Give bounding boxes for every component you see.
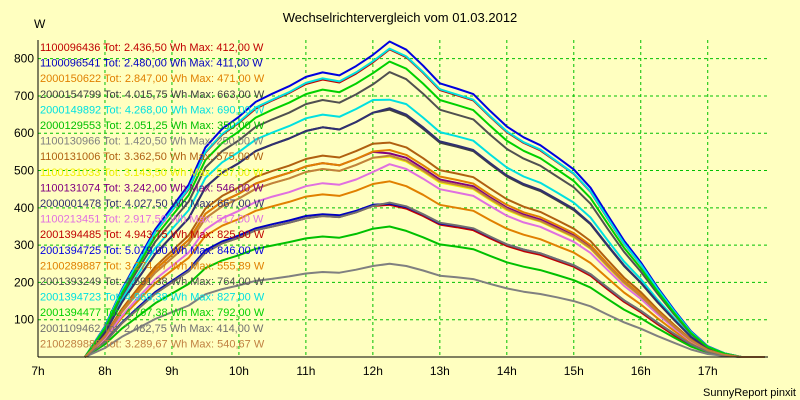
x-tick-label: 13h bbox=[430, 364, 450, 378]
y-tick-label: 200 bbox=[14, 275, 34, 289]
grid bbox=[37, 40, 768, 357]
series-line-12 bbox=[84, 163, 765, 358]
y-tick-label: 300 bbox=[14, 238, 34, 252]
legend-entry: 2001109462 Tot: 2.482,75 Wh Max: 414,00 … bbox=[40, 323, 264, 335]
y-tick-label: 800 bbox=[14, 52, 34, 66]
series-line-3 bbox=[84, 180, 765, 358]
y-axis-label: W bbox=[34, 17, 46, 31]
credit-label: SunnyReport pinxit bbox=[703, 387, 796, 399]
chart-title: Wechselrichtervergleich vom 01.03.2012 bbox=[283, 10, 518, 25]
legend-entry: 2000154799 Tot: 4.015,75 Wh Max: 663,00 … bbox=[40, 89, 265, 101]
legend-entry: 2000001478 Tot: 4.027,50 Wh Max: 667,00 … bbox=[40, 198, 265, 210]
legend-entry: 2001394723 Tot: 4.968,38 Wh Max: 827,00 … bbox=[40, 292, 265, 304]
y-tick-label: 700 bbox=[14, 89, 34, 103]
legend-entry: 1100130966 Tot: 1.420,50 Wh Max: 250,00 … bbox=[40, 136, 264, 148]
series-line-5 bbox=[84, 98, 765, 358]
y-tick-label: 400 bbox=[14, 201, 34, 215]
legend-entry: 2001394725 Tot: 5.079,00 Wh Max: 846,00 … bbox=[40, 245, 265, 257]
x-tick-label: 16h bbox=[631, 364, 651, 378]
y-tick-label: 500 bbox=[14, 164, 34, 178]
series-line-11 bbox=[84, 107, 765, 358]
x-tick-label: 7h bbox=[31, 364, 44, 378]
legend-entry: 1100131074 Tot: 3.242,00 Wh Max: 546,00 … bbox=[40, 182, 264, 194]
legend-entry: 2000149892 Tot: 4.268,00 Wh Max: 690,00 … bbox=[40, 104, 265, 116]
legend-entry: 2100289887 Tot: 3.274,47 Wh Max: 555,89 … bbox=[40, 260, 265, 272]
axes: 100 200 300 400 500 600 700 800 7h 8h 9h 10h 11h 12h 1… bbox=[14, 40, 768, 378]
x-tick-label: 9h bbox=[165, 364, 178, 378]
legend-entry: 1100096436 Tot: 2.436,50 Wh Max: 412,00 … bbox=[40, 42, 264, 54]
x-tick-label: 11h bbox=[296, 364, 315, 378]
legend-entry: 2000129553 Tot: 2.051,25 Wh Max: 350,00 … bbox=[40, 120, 265, 132]
series-line-17 bbox=[84, 47, 765, 358]
x-tick-label: 17h bbox=[698, 364, 718, 378]
y-tick-label: 100 bbox=[14, 313, 34, 327]
series-lines bbox=[84, 40, 765, 358]
series-line-18 bbox=[84, 60, 765, 358]
legend-entry: 1100096541 Tot: 2.480,00 Wh Max: 411,00 … bbox=[40, 58, 263, 70]
legend-entry: 1100131006 Tot: 3.362,50 Wh Max: 575,00 … bbox=[40, 151, 264, 163]
legend: 1100096436 Tot: 2.436,50 Wh Max: 412,00 … bbox=[40, 42, 265, 350]
series-line-19 bbox=[84, 201, 765, 358]
series-line-16 bbox=[84, 71, 765, 358]
legend-entry: 1100213451 Tot: 2.917,50 Wh Max: 517,00 … bbox=[40, 214, 264, 226]
x-tick-label: 8h bbox=[98, 364, 111, 378]
series-line-20 bbox=[84, 154, 765, 358]
legend-entry: 1100131033 Tot: 3.143,50 Wh Max: 537,00 … bbox=[40, 167, 264, 179]
x-tick-label: 14h bbox=[497, 364, 517, 378]
legend-entry: 2001394485 Tot: 4.943,75 Wh Max: 825,00 … bbox=[40, 229, 265, 241]
legend-entry: 2001394477 Tot: 4.767,38 Wh Max: 792,00 … bbox=[40, 307, 265, 319]
series-line-8 bbox=[84, 141, 765, 358]
legend-entry: 2001393249 Tot: 4.591,38 Wh Max: 764,00 … bbox=[40, 276, 265, 288]
series-line-7 bbox=[84, 262, 765, 358]
series-line-6 bbox=[84, 225, 765, 358]
legend-entry: 2100289888 Tot: 3.289,67 Wh Max: 540,67 … bbox=[40, 338, 265, 350]
x-tick-label: 15h bbox=[564, 364, 584, 378]
legend-entry: 2000150622 Tot: 2.847,00 Wh Max: 471,00 … bbox=[40, 73, 265, 85]
x-tick-label: 10h bbox=[229, 364, 249, 378]
x-tick-label: 12h bbox=[363, 364, 383, 378]
y-tick-label: 600 bbox=[14, 126, 34, 140]
